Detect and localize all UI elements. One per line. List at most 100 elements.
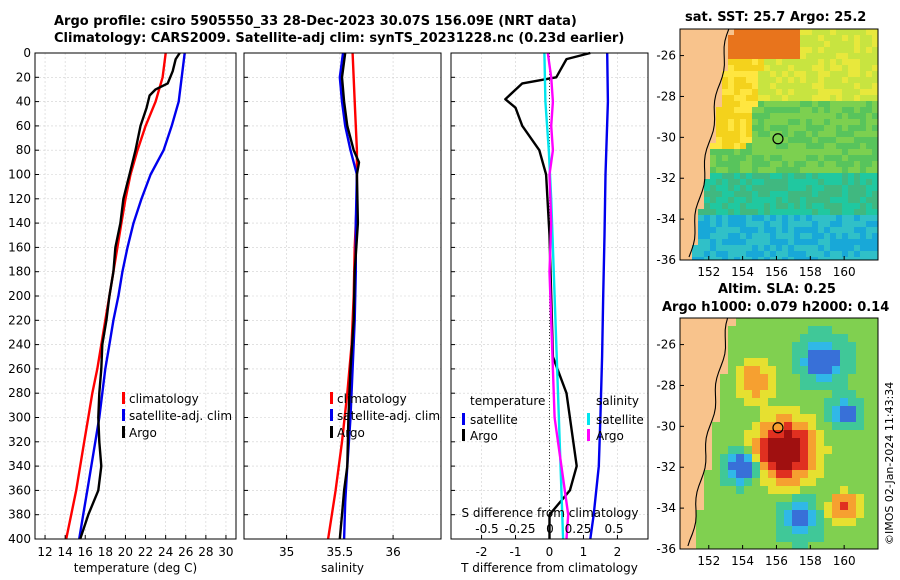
map-cell bbox=[734, 131, 741, 138]
map-cell bbox=[752, 318, 761, 327]
map-cell bbox=[848, 462, 857, 471]
map-cell bbox=[860, 53, 867, 60]
map-cell bbox=[764, 143, 771, 150]
map-cell bbox=[860, 215, 867, 222]
map-cell bbox=[848, 422, 857, 431]
map-cell bbox=[734, 83, 741, 90]
map-cell bbox=[812, 119, 819, 126]
map-cell bbox=[824, 470, 833, 479]
map-cell bbox=[812, 215, 819, 222]
map-cell bbox=[806, 239, 813, 246]
map-cell bbox=[736, 518, 745, 527]
map-cell bbox=[728, 131, 735, 138]
map-cell bbox=[722, 227, 729, 234]
map-cell bbox=[824, 366, 833, 375]
map-cell bbox=[764, 239, 771, 246]
map-cell bbox=[698, 245, 705, 252]
map-cell bbox=[836, 197, 843, 204]
map-cell bbox=[716, 227, 723, 234]
map-cell bbox=[716, 77, 723, 84]
map-cell bbox=[716, 215, 723, 222]
map-cell bbox=[740, 251, 747, 258]
map-cell bbox=[728, 77, 735, 84]
y-tick-label: 40 bbox=[16, 95, 31, 109]
map-cell bbox=[784, 502, 793, 511]
map-cell bbox=[728, 161, 735, 168]
map-cell bbox=[736, 542, 745, 549]
map-cell bbox=[872, 143, 878, 150]
map-cell bbox=[710, 179, 717, 186]
map-cell bbox=[746, 191, 753, 198]
map-cell bbox=[848, 318, 857, 327]
map-cell bbox=[830, 107, 837, 114]
map-cell bbox=[752, 239, 759, 246]
map-cell bbox=[872, 251, 878, 258]
map-cell bbox=[848, 191, 855, 198]
map-cell bbox=[872, 137, 878, 144]
map-cell bbox=[758, 155, 765, 162]
map-cell bbox=[736, 502, 745, 511]
map-cell bbox=[800, 510, 809, 519]
map-cell bbox=[816, 478, 825, 487]
map-cell bbox=[712, 430, 721, 439]
map-cell bbox=[728, 494, 737, 503]
map-cell bbox=[686, 101, 693, 108]
map-cell bbox=[760, 462, 769, 471]
map-cell bbox=[680, 257, 687, 260]
map-cell bbox=[842, 257, 849, 260]
map-cell bbox=[758, 191, 765, 198]
map-cell bbox=[760, 406, 769, 415]
map-cell bbox=[800, 77, 807, 84]
map-cell bbox=[808, 438, 817, 447]
map-cell bbox=[720, 382, 729, 391]
map-cell bbox=[848, 173, 855, 180]
map-cell bbox=[776, 239, 783, 246]
map-cell bbox=[800, 486, 809, 495]
map-cell bbox=[872, 454, 878, 463]
map-cell bbox=[854, 221, 861, 228]
map-cell bbox=[716, 119, 723, 126]
map-cell bbox=[720, 390, 729, 399]
map-cell bbox=[736, 494, 745, 503]
map-cell bbox=[698, 251, 705, 258]
map-cell bbox=[866, 161, 873, 168]
map-cell bbox=[824, 374, 833, 383]
map-cell bbox=[818, 203, 825, 210]
map-cell bbox=[812, 113, 819, 120]
map-cell bbox=[782, 149, 789, 156]
map-cell bbox=[760, 446, 769, 455]
map-cell bbox=[860, 161, 867, 168]
map-cell bbox=[758, 251, 765, 258]
map-cell bbox=[836, 107, 843, 114]
map-cell bbox=[848, 398, 857, 407]
map-cell bbox=[734, 173, 741, 180]
map-cell bbox=[746, 77, 753, 84]
map-cell bbox=[776, 478, 785, 487]
map-cell bbox=[680, 137, 687, 144]
map-cell bbox=[860, 113, 867, 120]
map-cell bbox=[752, 59, 759, 66]
x-tick-label: 35.5 bbox=[326, 545, 353, 559]
map-cell bbox=[698, 155, 705, 162]
map-cell bbox=[712, 542, 721, 549]
map-cell bbox=[792, 446, 801, 455]
map-cell bbox=[698, 95, 705, 102]
map-cell bbox=[800, 494, 809, 503]
map-cell bbox=[800, 167, 807, 174]
map-cell bbox=[768, 334, 777, 343]
map-cell bbox=[800, 119, 807, 126]
map-cell bbox=[760, 454, 769, 463]
map-cell bbox=[824, 95, 831, 102]
map-cell bbox=[854, 101, 861, 108]
map-cell bbox=[854, 71, 861, 78]
map-cell bbox=[824, 382, 833, 391]
map-cell bbox=[704, 526, 713, 535]
map-cell bbox=[816, 494, 825, 503]
map-cell bbox=[746, 227, 753, 234]
map-cell bbox=[832, 446, 841, 455]
map-cell bbox=[734, 65, 741, 72]
map-cell bbox=[794, 227, 801, 234]
map-cell bbox=[854, 83, 861, 90]
map-cell bbox=[736, 406, 745, 415]
map-cell bbox=[860, 47, 867, 54]
